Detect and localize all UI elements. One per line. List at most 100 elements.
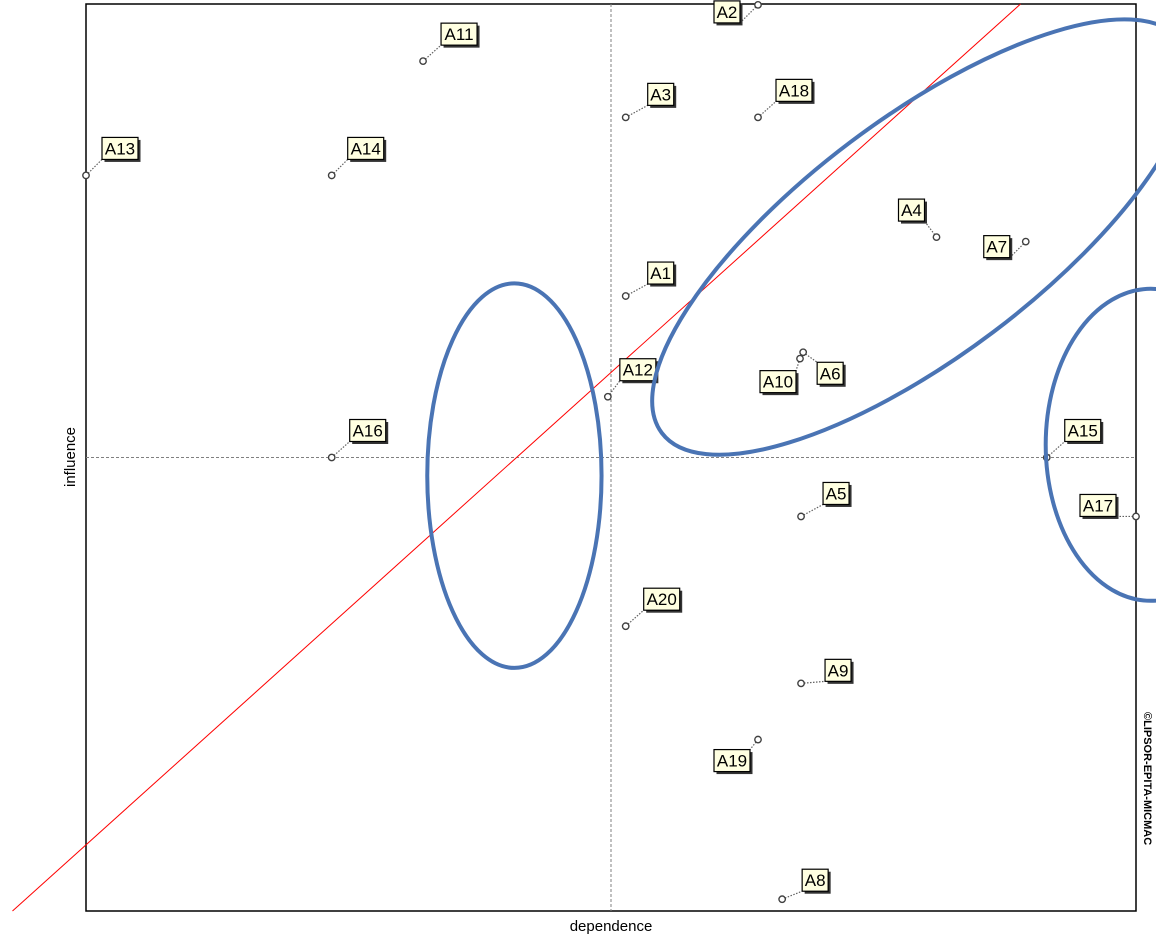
point-label: A6 — [820, 364, 841, 383]
annotation-ellipse — [650, 17, 1156, 457]
point-connector — [801, 680, 826, 684]
data-point-marker — [754, 113, 762, 122]
point-group: A6 — [799, 348, 846, 387]
data-point-marker — [327, 453, 336, 462]
point-label-box — [824, 658, 852, 682]
point-label-box — [1064, 418, 1102, 443]
point-connector — [625, 104, 648, 118]
point-label-box — [647, 82, 675, 106]
point-group: A12 — [603, 358, 659, 401]
point-label: A5 — [826, 484, 847, 503]
diagonal-line — [12, 3, 1021, 912]
data-point-marker — [1132, 512, 1140, 521]
point-label: A15 — [1068, 422, 1098, 441]
point-connector — [757, 100, 777, 118]
point-connector — [739, 4, 759, 24]
point-label: A11 — [445, 25, 474, 44]
point-label-box — [759, 370, 797, 394]
point-label-box — [1079, 493, 1117, 518]
point-label: A17 — [1083, 496, 1113, 515]
data-point-marker — [797, 512, 805, 521]
point-label-box — [822, 481, 850, 506]
point-connector — [795, 358, 801, 371]
point-group: A20 — [621, 587, 683, 631]
point-label: A14 — [351, 139, 381, 158]
point-label: A20 — [647, 590, 677, 609]
point-group: A17 — [1079, 493, 1140, 521]
quadrant-lines — [86, 4, 1136, 911]
point-label-box — [775, 78, 813, 102]
point-connector — [625, 609, 645, 627]
point-label: A16 — [353, 422, 383, 441]
point-label-box — [647, 261, 675, 285]
point-label: A3 — [650, 85, 671, 104]
point-label-box — [347, 136, 385, 161]
point-label-box — [897, 198, 926, 222]
point-label-box — [440, 22, 478, 46]
point-connector — [625, 283, 648, 297]
point-label: A4 — [901, 201, 922, 220]
x-axis-label: dependence — [570, 918, 653, 935]
point-group: A4 — [897, 198, 941, 241]
point-group: A9 — [797, 658, 854, 688]
annotation-ellipses — [425, 17, 1156, 670]
point-group: A18 — [754, 78, 815, 122]
diagonal-line-group — [12, 3, 1021, 912]
point-label-box — [101, 136, 139, 161]
point-group: A19 — [713, 735, 762, 775]
data-point-marker — [932, 233, 941, 241]
data-point-marker — [82, 171, 90, 180]
point-label: A9 — [828, 661, 849, 680]
data-point-marker — [327, 171, 336, 180]
point-connector — [800, 503, 824, 517]
data-points: A1 A2 A3 A4 A5 A6 A7 A8 A9 A10 A11 A12 A13 A14 A15 A16 A… — [82, 0, 1140, 904]
y-axis-label: influence — [62, 427, 79, 487]
point-connector — [1046, 441, 1066, 458]
point-group: A15 — [1042, 418, 1104, 462]
point-group: A5 — [797, 481, 852, 521]
point-label: A18 — [779, 81, 809, 100]
point-label: A8 — [805, 871, 826, 890]
point-connector — [422, 44, 442, 62]
copyright-text: ©LIPSOR-EPITA-MICMAC — [1141, 712, 1153, 845]
data-point-marker — [754, 735, 762, 744]
point-label-box — [801, 868, 829, 892]
point-label-box — [816, 361, 844, 385]
point-label: A1 — [650, 264, 671, 283]
point-label: A19 — [717, 752, 747, 771]
point-label-box — [713, 0, 741, 24]
data-point-marker — [621, 622, 630, 631]
point-group: A13 — [82, 136, 141, 180]
point-label: A13 — [105, 139, 135, 158]
data-point-marker — [603, 392, 612, 401]
point-label-box — [983, 235, 1011, 259]
point-label-box — [643, 587, 681, 611]
point-label-box — [713, 748, 751, 773]
data-point-marker — [754, 1, 762, 9]
point-connector — [331, 441, 351, 458]
point-label: A12 — [623, 361, 653, 380]
point-label-box — [349, 418, 387, 443]
point-group: A11 — [419, 22, 480, 66]
data-point-marker — [799, 348, 808, 357]
point-group: A2 — [713, 0, 762, 26]
data-point-marker — [796, 354, 804, 363]
data-point-marker — [1021, 237, 1030, 246]
point-group: A7 — [983, 235, 1030, 261]
point-group: A8 — [778, 868, 831, 904]
point-group: A16 — [327, 418, 389, 462]
data-point-marker — [419, 57, 427, 66]
point-label: A2 — [717, 3, 738, 22]
point-group: A14 — [327, 136, 387, 180]
data-point-marker — [797, 679, 805, 688]
point-label: A10 — [763, 373, 793, 392]
point-group: A3 — [621, 82, 677, 122]
annotation-ellipse — [1043, 286, 1156, 603]
point-group: A1 — [621, 261, 677, 300]
point-connector — [749, 739, 759, 750]
data-point-marker — [778, 895, 787, 904]
point-label: A7 — [986, 238, 1007, 257]
point-group: A10 — [759, 354, 804, 396]
data-point-marker — [621, 292, 630, 300]
